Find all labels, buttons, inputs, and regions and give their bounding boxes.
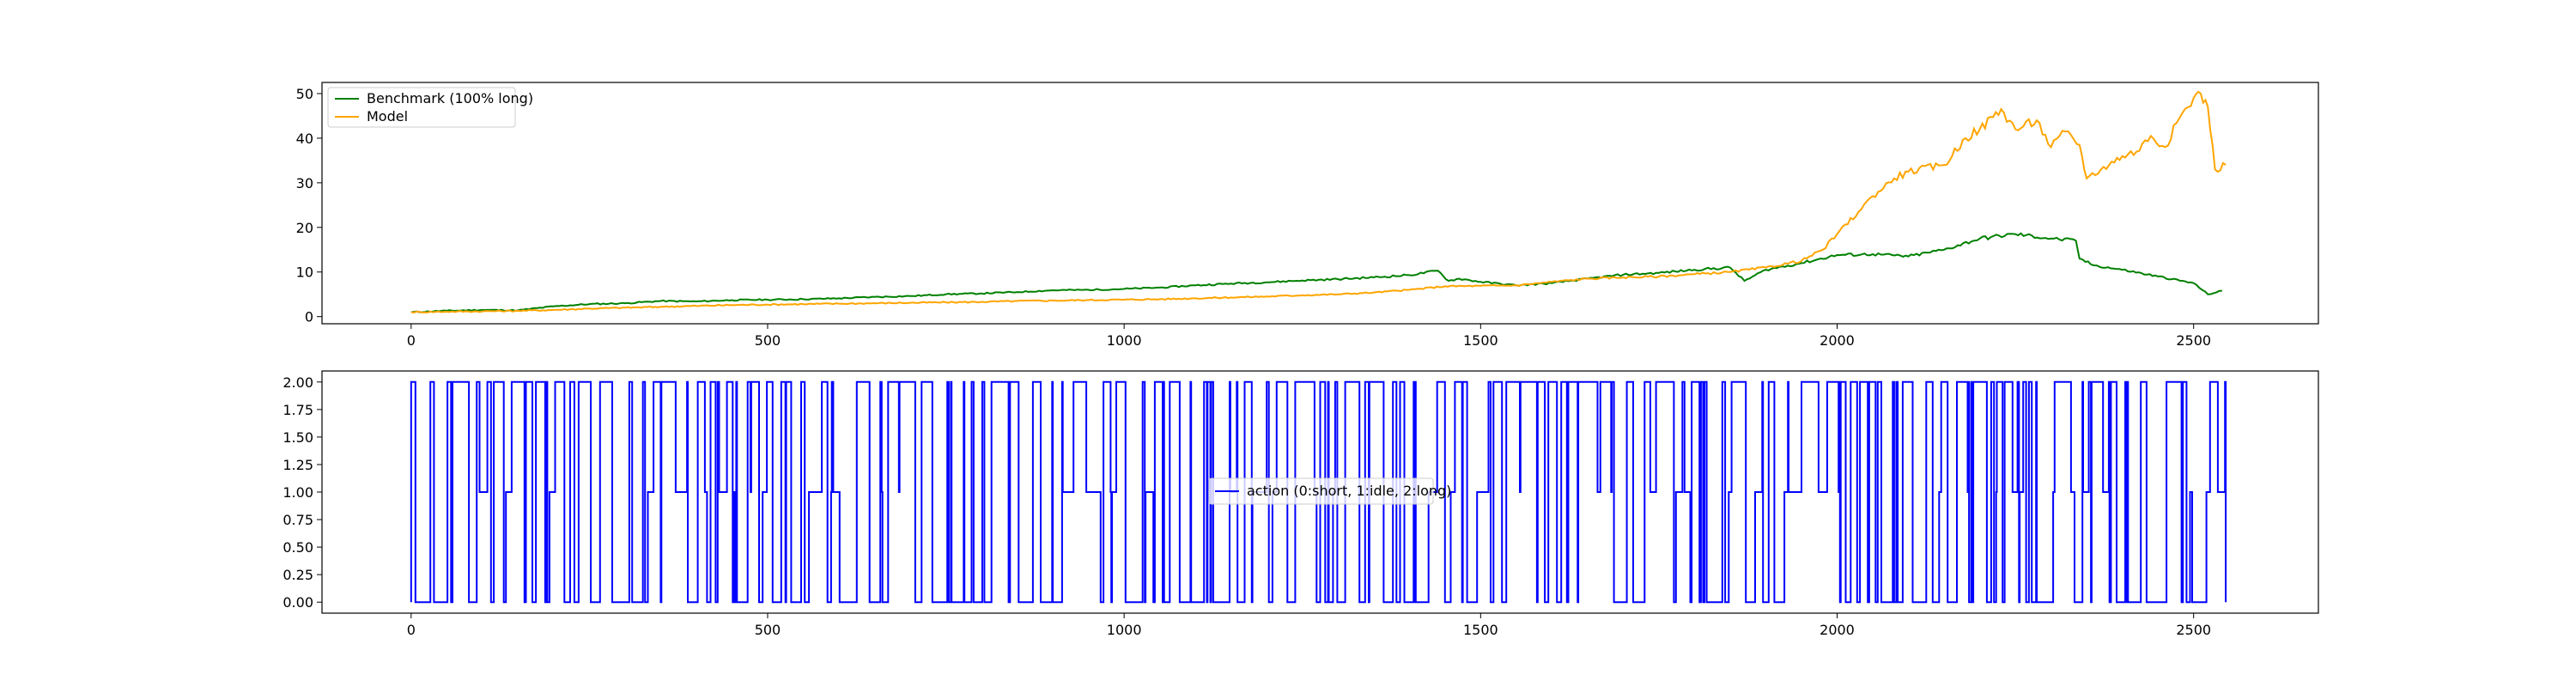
- action-y-tick-label: 0.00: [283, 594, 313, 611]
- legend-benchmark-label: Benchmark (100% long): [367, 90, 533, 106]
- action-line: [410, 380, 2227, 604]
- action-y-tick-label: 1.00: [283, 484, 313, 501]
- action-y-tick-label: 2.00: [283, 374, 313, 391]
- equity-y-tick-label: 40: [296, 131, 313, 147]
- action-y-tick-label: 0.50: [283, 539, 313, 556]
- equity-axes-frame: [321, 82, 2319, 325]
- equity-y-tick-label: 0: [305, 309, 313, 325]
- action-x-tick-label: 1500: [1463, 622, 1498, 638]
- legend-action-label: action (0:short, 1:idle, 2:long): [1247, 483, 1451, 499]
- action-y-tick-label: 1.75: [283, 402, 313, 418]
- equity-y-tick-label: 10: [296, 264, 313, 281]
- equity-y-ticks: 0 10 20 30 40 50: [296, 86, 322, 325]
- action-chart: 0 500 1000 1500 2000 2500 0.00 0.25 0.50 0.75 1.0…: [283, 370, 2319, 638]
- equity-legend: Benchmark (100% long) Model: [327, 87, 533, 128]
- equity-x-tick-label: 1500: [1463, 332, 1498, 349]
- benchmark-line: [410, 232, 2222, 313]
- action-y-ticks: 0.00 0.25 0.50 0.75 1.00 1.25 1.50 1.75 2.00: [283, 374, 322, 611]
- equity-legend-box: [327, 87, 516, 128]
- equity-x-tick-label: 1000: [1107, 332, 1142, 349]
- equity-x-tick-label: 2000: [1820, 332, 1855, 349]
- equity-series-group: [410, 90, 2227, 314]
- equity-x-ticks: 0 500 1000 1500 2000 2500: [407, 324, 2211, 349]
- equity-y-tick-label: 20: [296, 220, 313, 236]
- action-y-tick-label: 0.75: [283, 512, 313, 528]
- action-x-ticks: 0 500 1000 1500 2000 2500: [407, 613, 2211, 638]
- model-line: [410, 90, 2227, 314]
- action-x-tick-label: 500: [755, 622, 781, 638]
- action-series-group: [410, 380, 2227, 604]
- legend-model-label: Model: [367, 108, 408, 125]
- action-y-tick-label: 1.50: [283, 429, 313, 446]
- equity-x-tick-label: 500: [755, 332, 781, 349]
- action-y-tick-label: 0.25: [283, 567, 313, 583]
- equity-y-tick-label: 50: [296, 86, 313, 102]
- equity-chart: 0 500 1000 1500 2000 2500 0 10 20 30 40 50 Benchma…: [296, 82, 2319, 349]
- equity-x-tick-label: 0: [407, 332, 416, 349]
- equity-y-tick-label: 30: [296, 175, 313, 192]
- equity-x-tick-label: 2500: [2176, 332, 2211, 349]
- action-x-tick-label: 2000: [1820, 622, 1855, 638]
- action-legend-box: [1208, 477, 1434, 505]
- action-x-tick-label: 2500: [2176, 622, 2211, 638]
- action-x-tick-label: 0: [407, 622, 416, 638]
- action-x-tick-label: 1000: [1107, 622, 1142, 638]
- action-legend: action (0:short, 1:idle, 2:long): [1208, 477, 1451, 505]
- action-y-tick-label: 1.25: [283, 457, 313, 473]
